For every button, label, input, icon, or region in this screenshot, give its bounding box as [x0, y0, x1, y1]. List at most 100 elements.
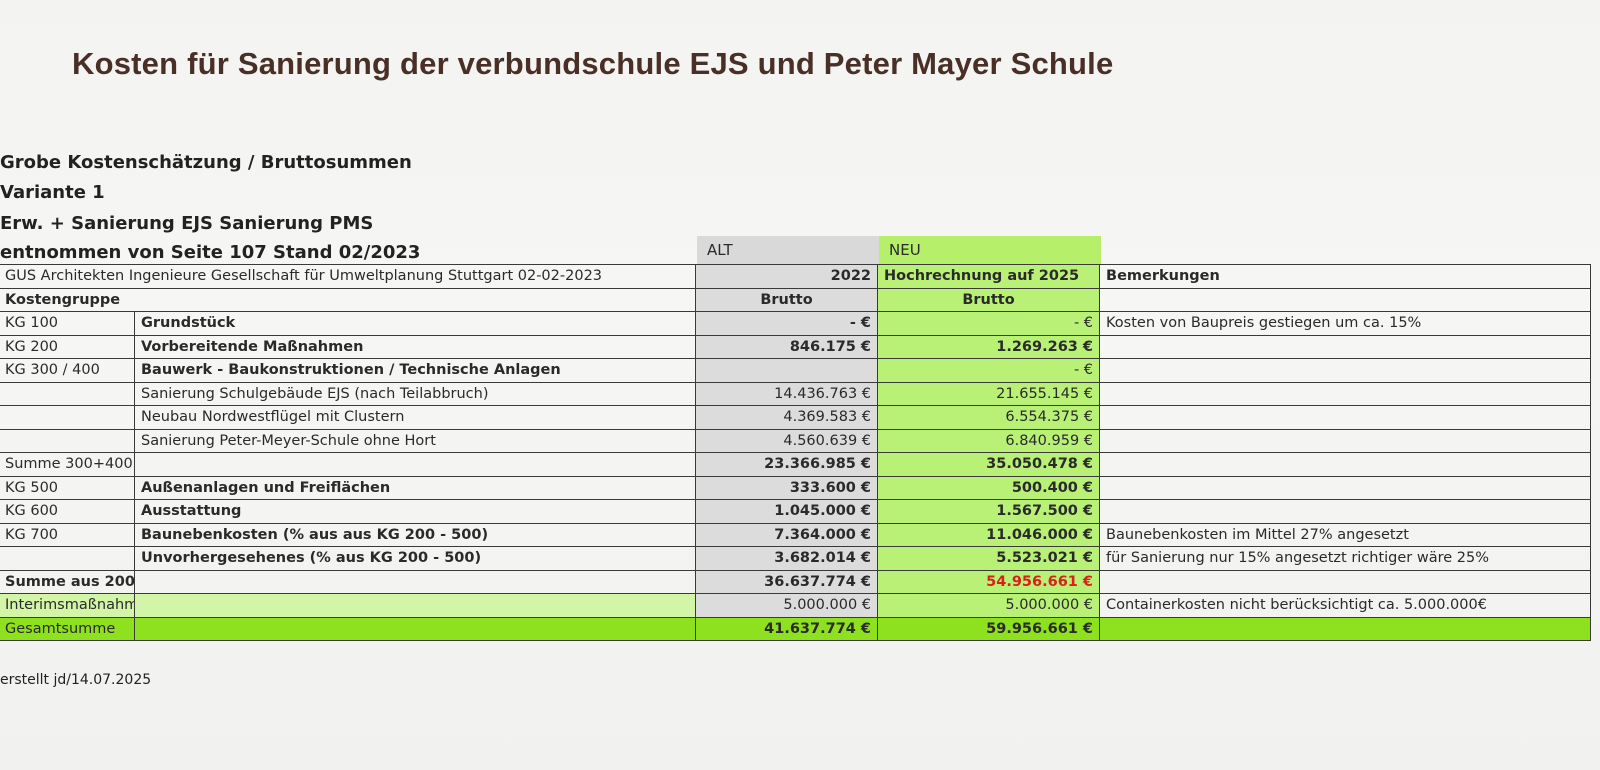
remark-cell — [1099, 428, 1592, 453]
table-row: KG 700 Baunebenkosten (% aus aus KG 200 … — [0, 522, 1592, 547]
desc-cell — [133, 616, 697, 641]
neu-value-cell: 5.523.021 € — [877, 546, 1101, 571]
desc-cell: Grundstück — [133, 311, 697, 336]
desc-cell — [133, 569, 697, 594]
table-row-subtotal: Summe 300+400 23.366.985 € 35.050.478 € — [0, 452, 1592, 477]
table-row: KG 600 Ausstattung 1.045.000 € 1.567.500… — [0, 499, 1592, 524]
neu-value-cell: 5.000.000 € — [877, 593, 1101, 618]
year-neu-cell: Hochrechnung auf 2025 — [877, 264, 1101, 289]
table-row: Sanierung Peter-Meyer-Schule ohne Hort 4… — [0, 428, 1592, 453]
table-row-total: Gesamtsumme 41.637.774 € 59.956.661 € — [0, 616, 1592, 641]
remark-cell: für Sanierung nur 15% angesetzt richtige… — [1099, 546, 1592, 571]
page-title: Kosten für Sanierung der verbundschule E… — [72, 46, 1114, 81]
neu-value-cell: 1.567.500 € — [877, 499, 1101, 524]
kg-cell: KG 100 — [0, 311, 135, 336]
alt-value-cell: 4.369.583 € — [695, 405, 879, 430]
table-header-row: GUS Architekten Ingenieure Gesellschaft … — [0, 264, 1592, 289]
alt-value-cell: - € — [695, 311, 879, 336]
neu-value-cell: 6.554.375 € — [877, 405, 1101, 430]
kg-cell — [0, 546, 135, 571]
table-row: KG 300 / 400 Bauwerk - Baukonstruktionen… — [0, 358, 1592, 383]
table-subheader-row: Kostengruppe Brutto Brutto — [0, 287, 1592, 312]
kg-cell: KG 500 — [0, 475, 135, 500]
remark-cell: Kosten von Baupreis gestiegen um ca. 15% — [1099, 311, 1592, 336]
remark-cell — [1099, 334, 1592, 359]
desc-cell — [133, 593, 697, 618]
created-note: erstellt jd/14.07.2025 — [0, 672, 152, 688]
table-row: KG 500 Außenanlagen und Freiflächen 333.… — [0, 475, 1592, 500]
neu-value-cell: 54.956.661 € — [877, 569, 1101, 594]
alt-value-cell: 36.637.774 € — [695, 569, 879, 594]
alt-value-cell: 5.000.000 € — [695, 593, 879, 618]
kg-cell: KG 600 — [0, 499, 135, 524]
table-row: Sanierung Schulgebäude EJS (nach Teilabb… — [0, 381, 1592, 406]
neu-value-cell: 21.655.145 € — [877, 381, 1101, 406]
source-cell: GUS Architekten Ingenieure Gesellschaft … — [0, 264, 697, 289]
neu-value-cell: 11.046.000 € — [877, 522, 1101, 547]
desc-cell: Neubau Nordwestflügel mit Clustern — [133, 405, 697, 430]
remark-cell — [1099, 452, 1592, 477]
remark-cell — [1099, 405, 1592, 430]
remark-cell — [1099, 569, 1592, 594]
kg-cell: Gesamtsumme — [0, 616, 135, 641]
alt-value-cell: 41.637.774 € — [695, 616, 879, 641]
neu-value-cell: 500.400 € — [877, 475, 1101, 500]
remark-cell — [1099, 475, 1592, 500]
alt-column-label: ALT — [697, 236, 879, 264]
neu-value-cell: 6.840.959 € — [877, 428, 1101, 453]
neu-value-cell: 59.956.661 € — [877, 616, 1101, 641]
desc-cell: Bauwerk - Baukonstruktionen / Technische… — [133, 358, 697, 383]
kg-cell: KG 300 / 400 — [0, 358, 135, 383]
kg-cell: Interimsmaßnahme — [0, 593, 135, 618]
info-line-variant: Variante 1 — [0, 182, 105, 203]
kg-cell: Summe 300+400 — [0, 452, 135, 477]
kg-cell — [0, 405, 135, 430]
alt-value-cell: 3.682.014 € — [695, 546, 879, 571]
alt-value-cell: 14.436.763 € — [695, 381, 879, 406]
remark-cell — [1099, 358, 1592, 383]
brutto-neu-header: Brutto — [877, 287, 1101, 312]
year-alt-cell: 2022 — [695, 264, 879, 289]
kg-cell — [0, 428, 135, 453]
alt-value-cell: 7.364.000 € — [695, 522, 879, 547]
alt-value-cell: 333.600 € — [695, 475, 879, 500]
group-header: Kostengruppe — [0, 287, 697, 312]
neu-value-cell: - € — [877, 311, 1101, 336]
info-line-scope: Erw. + Sanierung EJS Sanierung PMS — [0, 213, 374, 234]
table-row-interim: Interimsmaßnahme 5.000.000 € 5.000.000 €… — [0, 593, 1592, 618]
remark-cell — [1099, 499, 1592, 524]
kg-cell: KG 200 — [0, 334, 135, 359]
table-row: Neubau Nordwestflügel mit Clustern 4.369… — [0, 405, 1592, 430]
alt-value-cell: 4.560.639 € — [695, 428, 879, 453]
desc-cell: Baunebenkosten (% aus aus KG 200 - 500) — [133, 522, 697, 547]
remark-cell: Baunebenkosten im Mittel 27% angesetzt — [1099, 522, 1592, 547]
neu-value-cell: 35.050.478 € — [877, 452, 1101, 477]
desc-cell: Ausstattung — [133, 499, 697, 524]
remarks-header: Bemerkungen — [1099, 264, 1592, 289]
kg-cell — [0, 381, 135, 406]
alt-value-cell: 846.175 € — [695, 334, 879, 359]
neu-value-cell: - € — [877, 358, 1101, 383]
remark-cell — [1099, 381, 1592, 406]
alt-value-cell: 1.045.000 € — [695, 499, 879, 524]
cost-table: GUS Architekten Ingenieure Gesellschaft … — [0, 264, 1592, 641]
neu-value-cell: 1.269.263 € — [877, 334, 1101, 359]
desc-cell — [133, 452, 697, 477]
alt-value-cell: 23.366.985 € — [695, 452, 879, 477]
desc-cell: Unvorhergesehenes (% aus KG 200 - 500) — [133, 546, 697, 571]
table-row: Unvorhergesehenes (% aus KG 200 - 500) 3… — [0, 546, 1592, 571]
remark-cell — [1099, 616, 1592, 641]
desc-cell: Sanierung Peter-Meyer-Schule ohne Hort — [133, 428, 697, 453]
info-line-estimate: Grobe Kostenschätzung / Bruttosummen — [0, 152, 412, 173]
desc-cell: Sanierung Schulgebäude EJS (nach Teilabb… — [133, 381, 697, 406]
empty-remark-cell — [1099, 287, 1592, 312]
neu-column-label: NEU — [879, 236, 1101, 264]
remark-cell: Containerkosten nicht berücksichtigt ca.… — [1099, 593, 1592, 618]
table-row-sum: Summe aus 200-700 36.637.774 € 54.956.66… — [0, 569, 1592, 594]
desc-cell: Außenanlagen und Freiflächen — [133, 475, 697, 500]
alt-value-cell — [695, 358, 879, 383]
brutto-alt-header: Brutto — [695, 287, 879, 312]
kg-cell: Summe aus 200-700 — [0, 569, 135, 594]
desc-cell: Vorbereitende Maßnahmen — [133, 334, 697, 359]
info-line-source-page: entnommen von Seite 107 Stand 02/2023 — [0, 242, 421, 263]
